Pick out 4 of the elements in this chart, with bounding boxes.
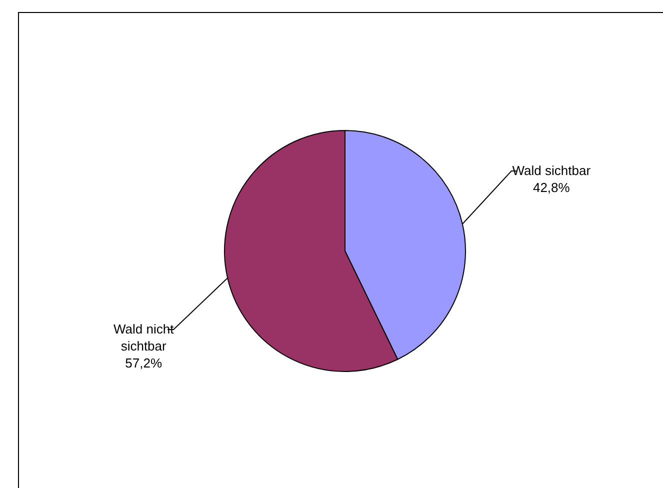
slice-label: Wald sichtbar	[512, 163, 592, 178]
slice-label: Wald nicht sichtbar	[113, 322, 174, 354]
data-label: 42,8%	[532, 180, 570, 196]
data-label: 57,2%	[125, 356, 162, 371]
